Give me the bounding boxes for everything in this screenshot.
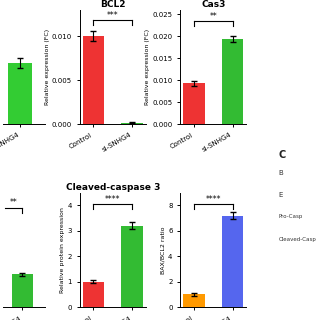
Title: Cas3: Cas3 [201, 0, 226, 9]
Y-axis label: Relative expression (FC): Relative expression (FC) [145, 29, 150, 105]
Bar [83, 282, 104, 307]
Bar [8, 63, 32, 224]
Bar [83, 36, 104, 124]
Text: Pro-Casp: Pro-Casp [278, 214, 303, 220]
Text: C: C [278, 150, 286, 160]
Y-axis label: BAX/BCL2 ratio: BAX/BCL2 ratio [161, 226, 166, 274]
Bar [122, 226, 143, 307]
Text: **: ** [10, 198, 18, 207]
Y-axis label: Relative protein expression: Relative protein expression [60, 207, 65, 293]
Bar [183, 294, 204, 307]
Bar [12, 274, 33, 307]
Bar [122, 123, 143, 124]
Text: ****: **** [105, 195, 121, 204]
Text: ****: **** [205, 195, 221, 204]
Text: B: B [278, 170, 283, 176]
Text: Cleaved-Casp: Cleaved-Casp [278, 237, 316, 242]
Y-axis label: Relative expression (FC): Relative expression (FC) [0, 29, 1, 105]
Text: ***: *** [107, 11, 119, 20]
Y-axis label: Relative protein expression: Relative protein expression [0, 207, 1, 293]
Title: Cleaved-caspase 3: Cleaved-caspase 3 [66, 183, 160, 192]
Text: **: ** [209, 12, 217, 20]
Text: E: E [278, 192, 283, 198]
Y-axis label: Relative expression (FC): Relative expression (FC) [45, 29, 50, 105]
Bar [222, 216, 244, 307]
Bar [183, 83, 204, 124]
Bar [222, 39, 244, 124]
Title: BCL2: BCL2 [100, 0, 125, 9]
